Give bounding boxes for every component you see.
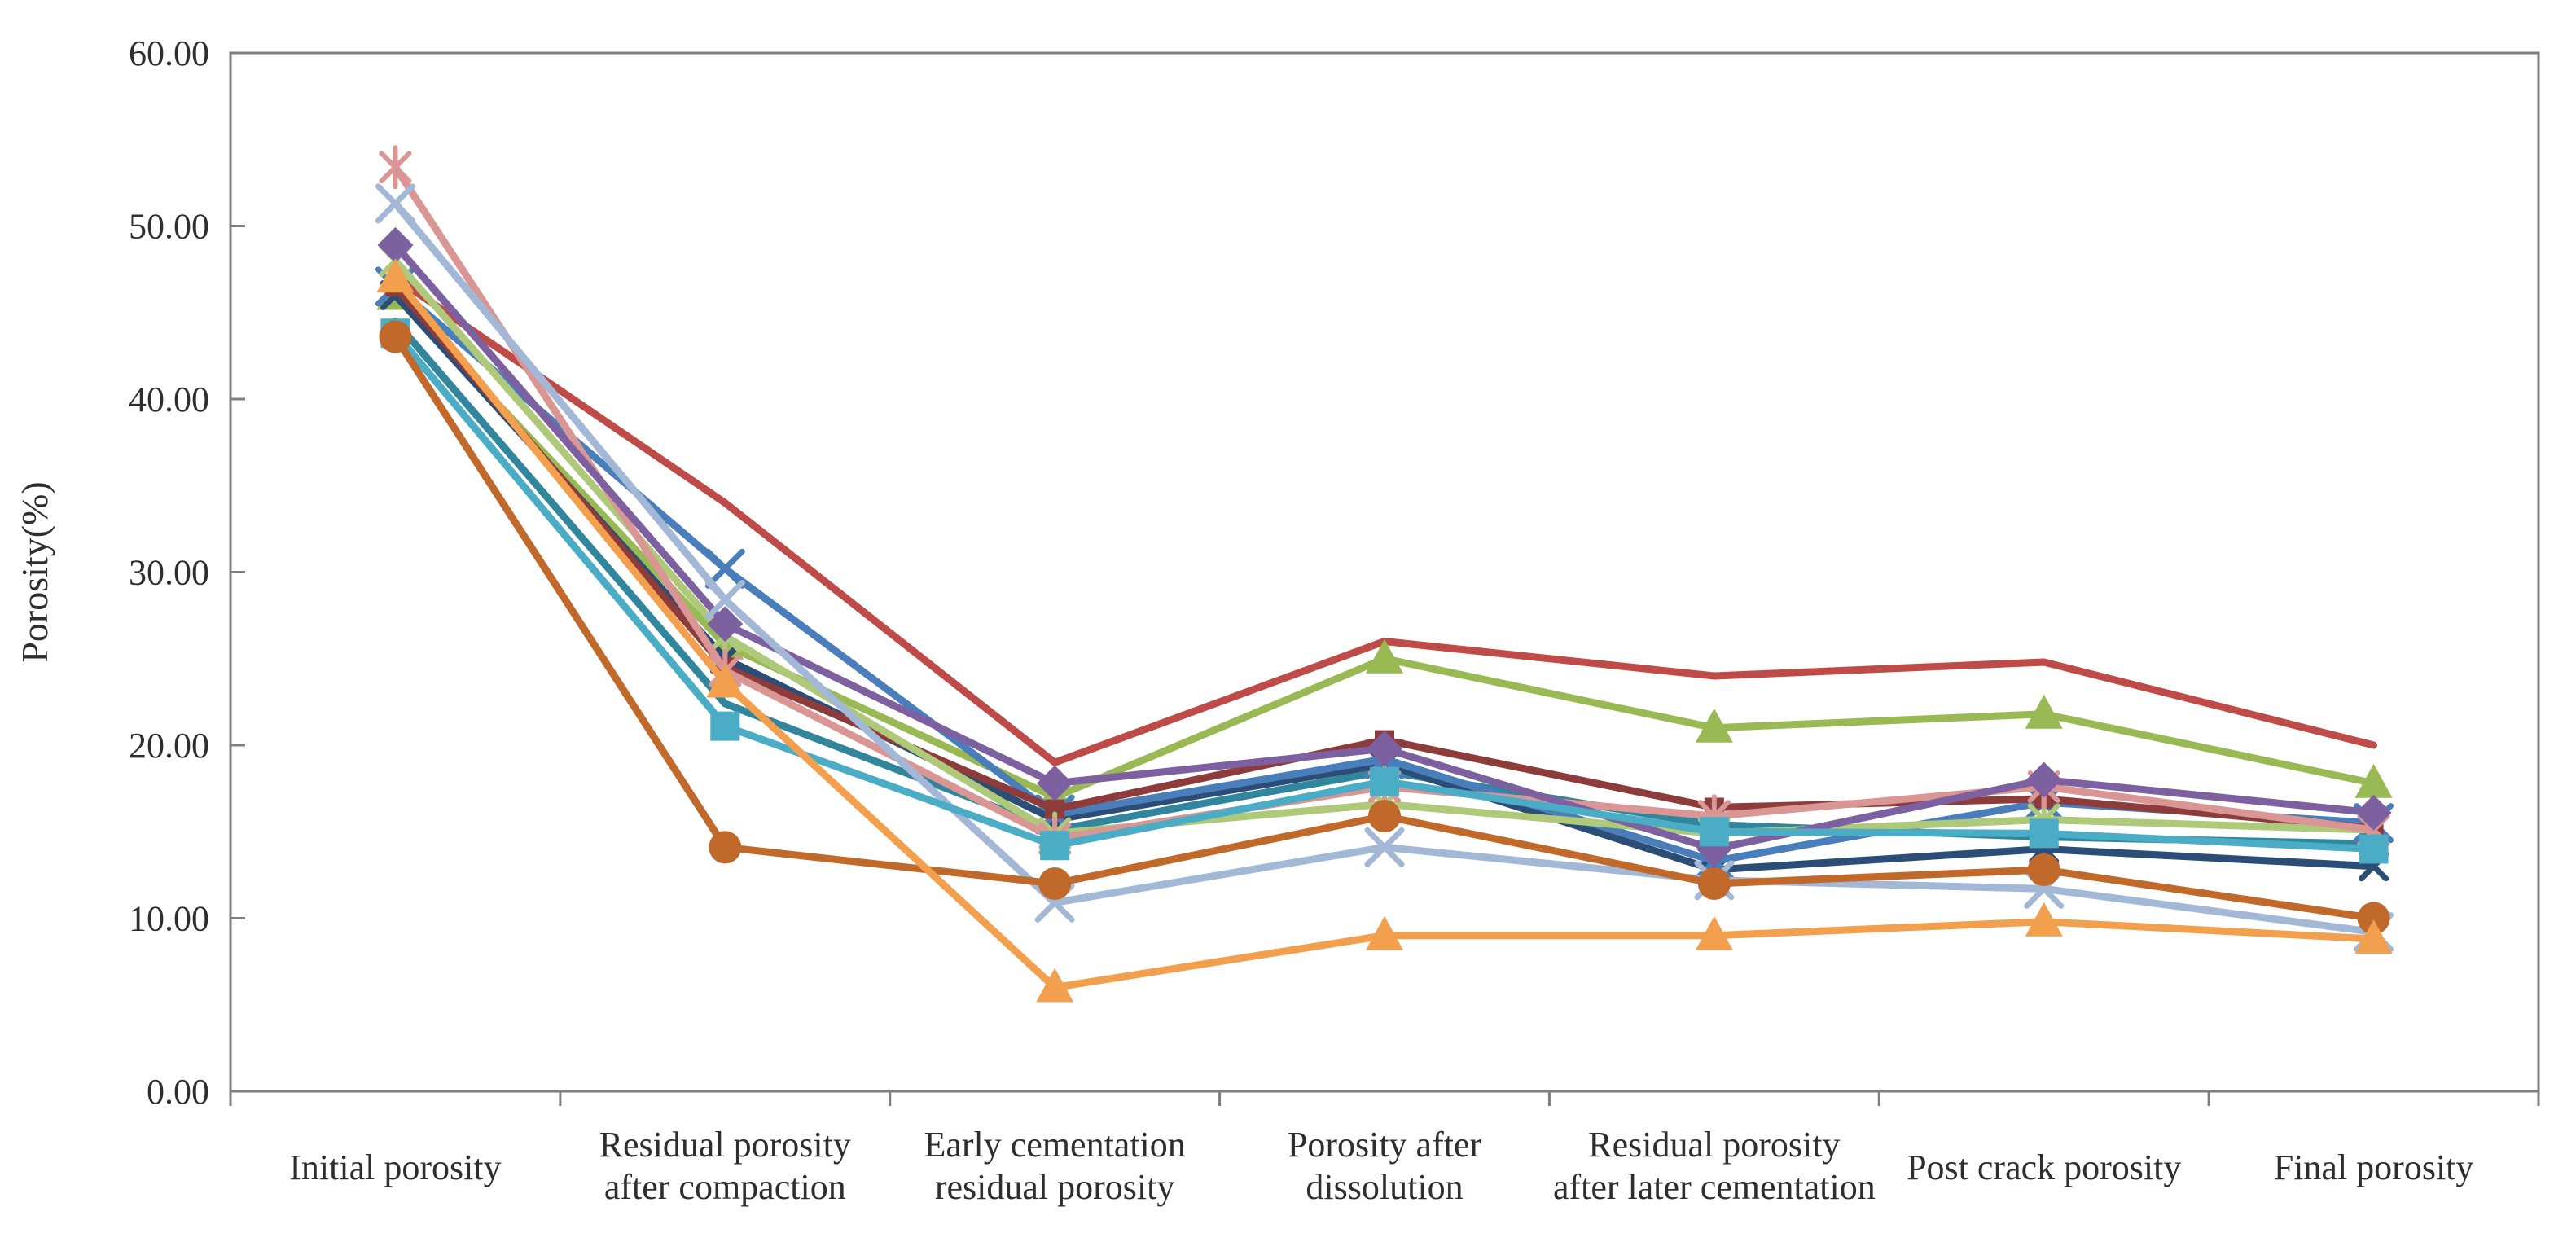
series-line-olive-triangle	[391, 292, 2378, 801]
data-point-marker	[1695, 708, 1733, 743]
data-point-marker	[1040, 831, 1070, 861]
data-point-marker	[1366, 638, 1403, 674]
data-point-marker	[710, 711, 740, 741]
data-point-marker	[1038, 867, 1072, 900]
y-axis-title: Porosity(%)	[14, 481, 55, 662]
data-point-marker	[2355, 794, 2392, 831]
y-tick-label: 30.00	[129, 553, 209, 593]
x-category-label: residual porosity	[935, 1167, 1175, 1207]
y-tick-label: 60.00	[129, 33, 209, 73]
data-point-marker	[1697, 867, 1731, 900]
data-point-marker	[1367, 731, 1402, 767]
x-category-label: Porosity after	[1288, 1125, 1482, 1165]
x-category-label: dissolution	[1306, 1167, 1463, 1207]
data-point-marker	[1037, 765, 1073, 801]
x-category-label: Post crack porosity	[1907, 1147, 2181, 1187]
data-point-marker	[379, 145, 412, 190]
x-category-label: Residual porosity	[599, 1125, 851, 1165]
data-point-marker	[704, 548, 745, 589]
data-point-marker	[376, 258, 415, 293]
x-category-label: Early cementation	[924, 1125, 1185, 1165]
data-point-marker	[377, 226, 414, 263]
data-point-marker	[709, 831, 742, 864]
x-category-label: after compaction	[604, 1167, 846, 1207]
x-category-label: after later cementation	[1553, 1167, 1876, 1207]
data-point-marker	[379, 320, 412, 353]
x-category-label: Initial porosity	[289, 1147, 501, 1187]
data-point-marker	[1036, 968, 1074, 1003]
y-tick-label: 10.00	[129, 899, 209, 939]
data-point-marker	[2025, 694, 2063, 729]
data-point-marker	[1695, 915, 1733, 950]
data-point-marker	[2357, 902, 2390, 935]
data-point-marker	[2354, 763, 2393, 798]
data-point-marker	[707, 606, 744, 643]
y-tick-label: 0.00	[147, 1072, 209, 1112]
y-tick-label: 40.00	[129, 380, 209, 419]
x-category-label: Final porosity	[2274, 1147, 2474, 1187]
data-point-marker	[2027, 853, 2060, 886]
y-tick-label: 20.00	[129, 726, 209, 766]
data-point-marker	[706, 663, 744, 698]
data-point-marker	[1699, 817, 1729, 847]
data-point-marker	[1368, 800, 1401, 833]
y-tick-label: 50.00	[129, 207, 209, 247]
data-point-marker	[2354, 919, 2393, 954]
data-point-marker	[1366, 915, 1403, 950]
data-point-marker	[1364, 827, 1405, 867]
data-point-marker	[2029, 818, 2059, 849]
data-point-marker	[2359, 834, 2389, 864]
x-category-label: Residual porosity	[1588, 1125, 1840, 1165]
data-point-marker	[1370, 766, 1399, 796]
data-point-marker	[2025, 761, 2062, 798]
data-point-marker	[2025, 902, 2063, 937]
data-point-marker	[375, 183, 415, 224]
data-point-marker	[704, 580, 745, 620]
